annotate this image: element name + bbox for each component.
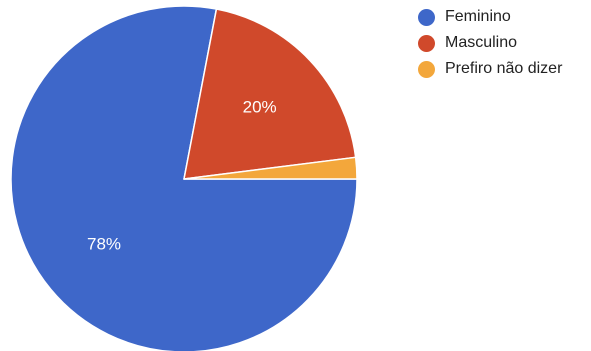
legend-label-prefiro-nao-dizer: Prefiro não dizer xyxy=(445,60,563,77)
legend-item-prefiro-nao-dizer[interactable]: Prefiro não dizer xyxy=(418,56,562,82)
legend: Feminino Masculino Prefiro não dizer xyxy=(418,4,562,82)
slice-label-feminino: 78% xyxy=(87,235,121,254)
legend-label-feminino: Feminino xyxy=(445,8,511,25)
legend-swatch-prefiro-nao-dizer xyxy=(418,60,435,78)
slice-label-masculino: 20% xyxy=(243,97,277,116)
legend-swatch-masculino xyxy=(418,34,435,52)
legend-item-masculino[interactable]: Masculino xyxy=(418,30,562,56)
pie-slices xyxy=(10,5,358,351)
legend-label-masculino: Masculino xyxy=(445,34,518,51)
pie-slice-labels: 78% 20% xyxy=(87,97,277,253)
legend-swatch-feminino xyxy=(418,8,435,26)
legend-item-feminino[interactable]: Feminino xyxy=(418,4,562,30)
pie-slice-masculino[interactable] xyxy=(183,8,357,180)
pie-slice-prefiro-nao-dizer[interactable] xyxy=(183,156,358,180)
